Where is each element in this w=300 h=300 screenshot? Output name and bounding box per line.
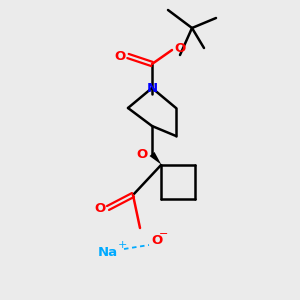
- Text: N: N: [146, 82, 158, 94]
- Text: O: O: [136, 148, 148, 160]
- Text: −: −: [159, 229, 169, 239]
- Text: Na: Na: [98, 245, 118, 259]
- Text: O: O: [174, 41, 186, 55]
- Text: O: O: [114, 50, 126, 62]
- Text: O: O: [152, 233, 163, 247]
- Text: +: +: [117, 240, 127, 250]
- Polygon shape: [149, 152, 161, 165]
- Text: O: O: [94, 202, 106, 214]
